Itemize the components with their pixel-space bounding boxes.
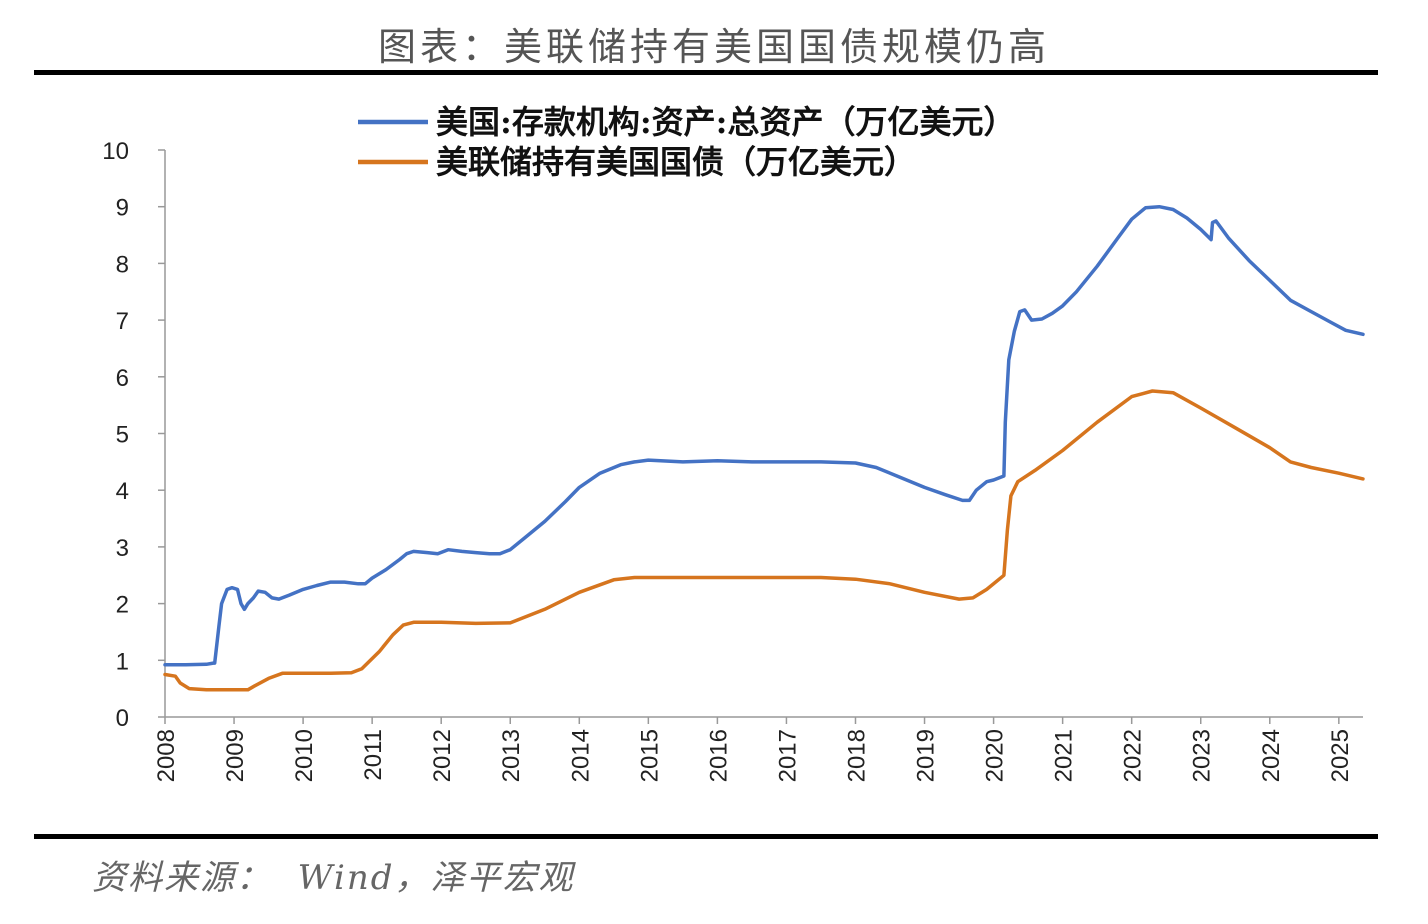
y-tick-label: 3	[116, 535, 129, 562]
x-tick-label: 2022	[1120, 729, 1147, 782]
legend-label-2: 美联储持有美国国债（万亿美元）	[436, 143, 916, 181]
x-tick-label: 2025	[1327, 729, 1354, 782]
top-divider	[34, 70, 1378, 75]
x-tick-label: 2011	[360, 729, 387, 781]
x-tick-label: 2017	[774, 729, 801, 782]
x-tick-label: 2012	[429, 729, 456, 782]
y-tick-label: 5	[116, 422, 129, 449]
source-note: 资料来源： Wind，泽平宏观	[92, 858, 575, 898]
y-tick-label: 10	[102, 138, 129, 165]
series-line-1	[163, 204, 1365, 667]
x-tick-label: 2019	[913, 729, 940, 782]
y-tick-label: 8	[116, 251, 129, 278]
chart-title: 图表：美联储持有美国国债规模仍高	[377, 25, 1050, 69]
y-tick-label: 9	[116, 195, 129, 222]
x-tick-label: 2015	[636, 729, 663, 782]
legend-label-1: 美国:存款机构:资产:总资产（万亿美元）	[436, 103, 1015, 141]
x-tick-label: 2023	[1189, 729, 1216, 782]
y-tick-label: 0	[116, 705, 129, 732]
x-tick-label: 2010	[291, 729, 318, 782]
y-tick-label: 6	[116, 365, 129, 392]
bottom-divider	[34, 834, 1378, 839]
x-tick-label: 2021	[1051, 729, 1078, 782]
x-tick-label: 2014	[567, 729, 594, 782]
x-tick-label: 2008	[153, 729, 180, 782]
x-tick-label: 2013	[498, 729, 525, 782]
x-tick-label: 2020	[982, 729, 1009, 782]
y-tick-label: 7	[116, 308, 129, 335]
x-tick-label: 2024	[1258, 729, 1285, 782]
y-tick-label: 4	[116, 478, 129, 505]
x-tick-label: 2016	[705, 729, 732, 782]
y-tick-label: 1	[116, 648, 129, 675]
series-line-2	[163, 389, 1365, 692]
x-tick-label: 2018	[843, 729, 870, 782]
y-tick-label: 2	[116, 592, 129, 619]
x-tick-label: 2009	[222, 729, 249, 782]
